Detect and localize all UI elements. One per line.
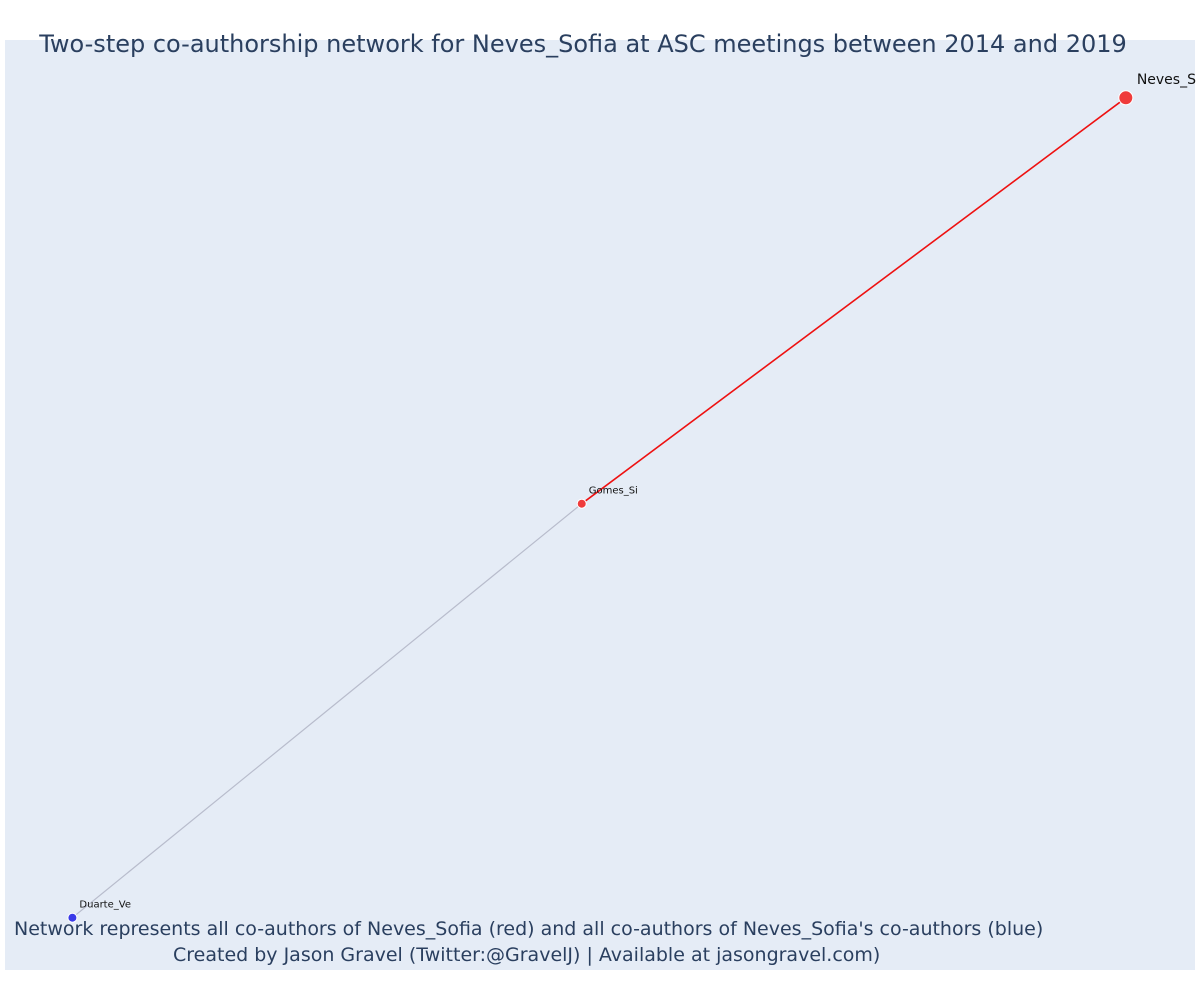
- node-label-duarte: Duarte_Ve: [79, 900, 131, 911]
- caption-line-2: Created by Jason Gravel (Twitter:@Gravel…: [173, 944, 881, 966]
- node-neves[interactable]: [1118, 90, 1134, 106]
- nodes-layer: [67, 90, 1134, 923]
- node-label-gomes: Gomes_Si: [589, 486, 638, 497]
- edge-neves-gomes: [581, 97, 1127, 505]
- node-duarte[interactable]: [67, 912, 78, 923]
- node-gomes[interactable]: [576, 498, 587, 509]
- node-label-neves: Neves_S: [1137, 72, 1196, 88]
- edge-gomes-duarte: [72, 503, 583, 919]
- labels-layer: Neves_S Gomes_Si Duarte_Ve: [79, 72, 1196, 911]
- caption-line-1: Network represents all co-authors of Nev…: [14, 918, 1044, 940]
- chart-title: Two-step co-authorship network for Neves…: [39, 30, 1127, 58]
- edges-layer: [72, 97, 1127, 919]
